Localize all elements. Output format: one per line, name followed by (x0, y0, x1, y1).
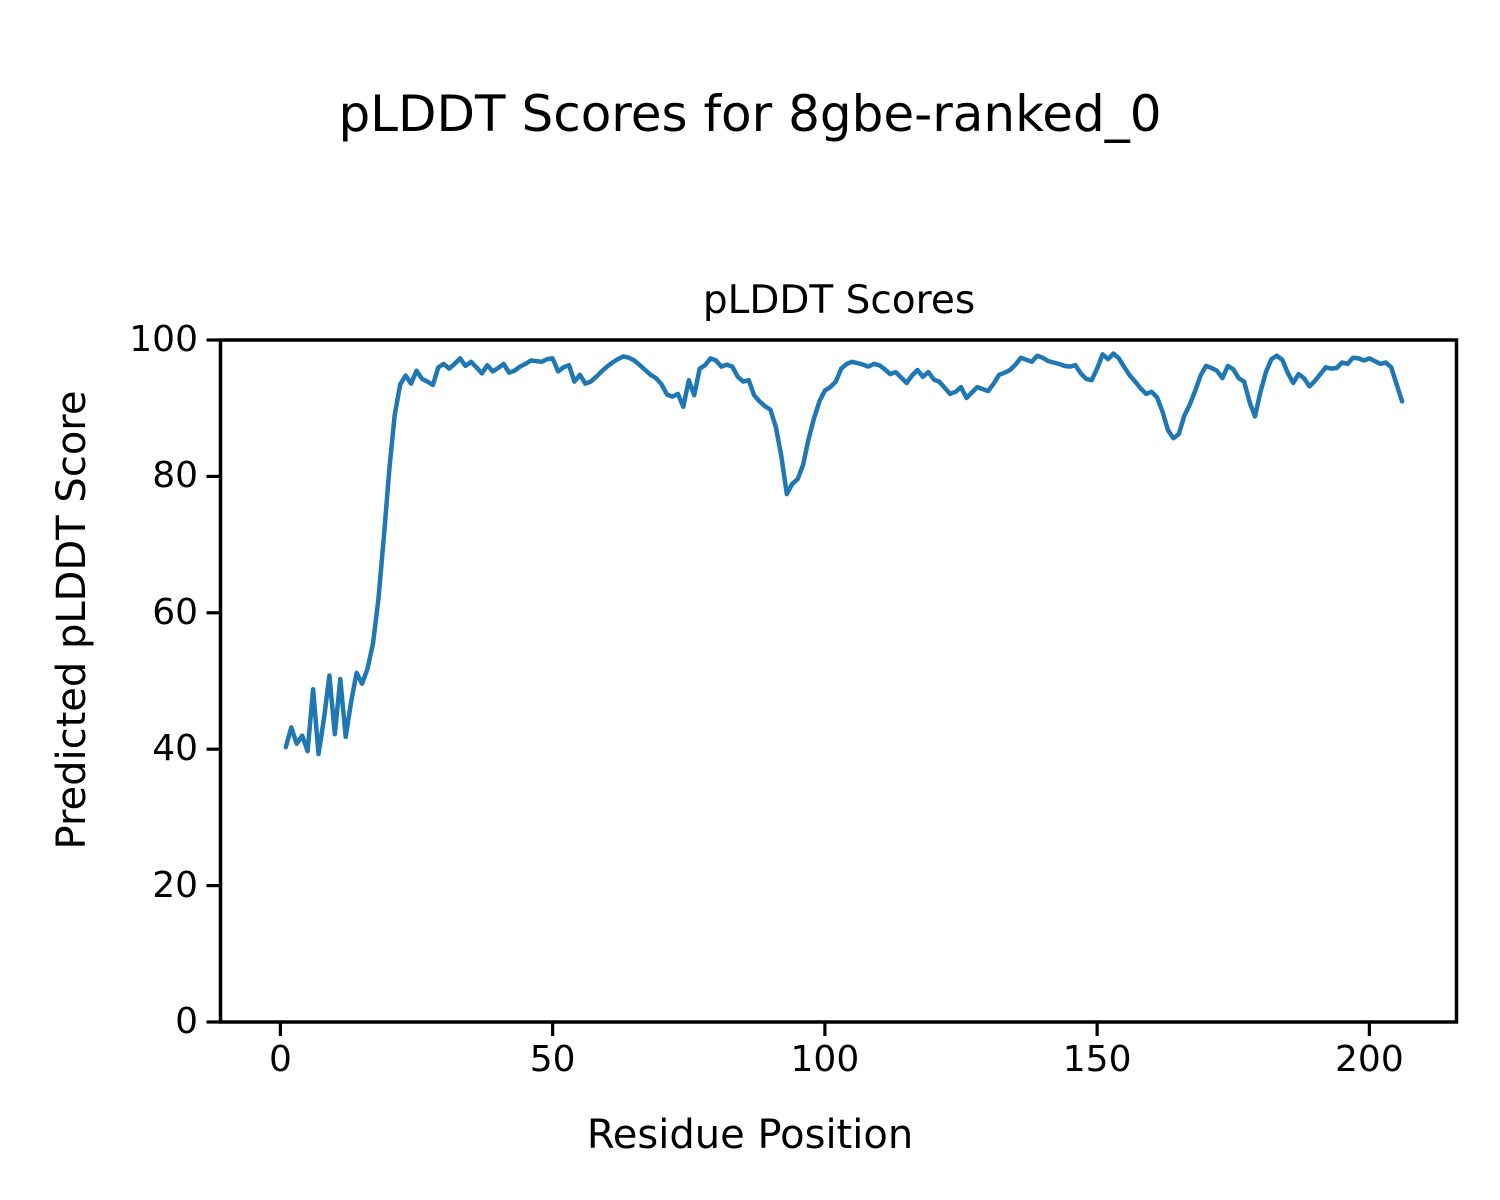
y-axis-label: Predicted pLDDT Score (49, 390, 95, 850)
y-tick-label: 0 (175, 1001, 198, 1042)
plddt-line (283, 351, 1405, 757)
figure-title: pLDDT Scores for 8gbe-ranked_0 (338, 85, 1162, 143)
x-tick-label: 50 (529, 1039, 576, 1080)
y-tick-label: 40 (152, 728, 198, 770)
x-tick-label: 100 (790, 1039, 860, 1080)
y-tick-label: 80 (152, 455, 198, 497)
y-tick-label: 60 (152, 591, 198, 633)
x-axis-label: Residue Position (586, 1112, 914, 1158)
axes-box (218, 338, 1459, 1024)
x-tick-label: 200 (1335, 1039, 1404, 1080)
y-tick-label: 20 (152, 864, 198, 906)
axes-title: pLDDT Scores (702, 278, 976, 323)
x-tick-label: 150 (1062, 1039, 1132, 1080)
x-tick-label: 0 (268, 1039, 292, 1080)
y-tick-label: 100 (129, 319, 198, 360)
